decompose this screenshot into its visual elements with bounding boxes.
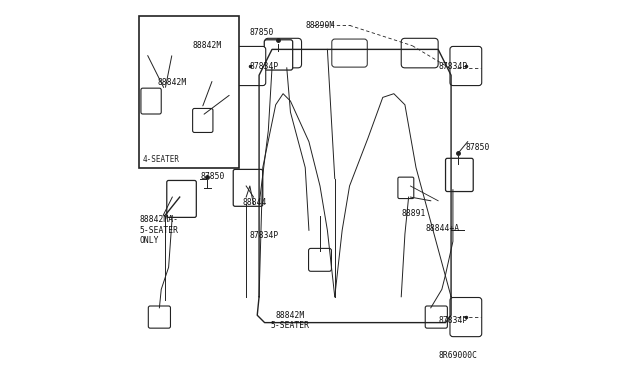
FancyBboxPatch shape (425, 306, 447, 328)
Text: 88844+A: 88844+A (425, 224, 460, 233)
FancyBboxPatch shape (308, 248, 332, 271)
Text: 88842MA-
5-SEATER
ONLY: 88842MA- 5-SEATER ONLY (139, 215, 178, 245)
FancyBboxPatch shape (167, 180, 196, 217)
FancyBboxPatch shape (233, 169, 263, 206)
FancyBboxPatch shape (141, 88, 161, 114)
FancyBboxPatch shape (264, 40, 292, 70)
Bar (139, 16, 239, 167)
FancyBboxPatch shape (450, 46, 482, 86)
Text: 87850: 87850 (250, 28, 274, 37)
Text: 87834P: 87834P (250, 231, 279, 240)
Text: 88842M: 88842M (193, 41, 222, 50)
FancyBboxPatch shape (398, 177, 414, 199)
Text: 87850: 87850 (200, 172, 225, 181)
Text: 88842M
5-SEATER: 88842M 5-SEATER (271, 311, 310, 330)
Text: 88891: 88891 (401, 209, 426, 218)
Text: 87850: 87850 (466, 143, 490, 152)
Text: 8R69000C: 8R69000C (438, 351, 477, 360)
Text: 87834P: 87834P (438, 61, 467, 71)
Text: 88844: 88844 (243, 198, 267, 207)
FancyBboxPatch shape (234, 46, 266, 86)
Text: 87834P: 87834P (250, 61, 279, 71)
FancyBboxPatch shape (450, 298, 482, 337)
Text: 87834P: 87834P (438, 316, 467, 325)
FancyBboxPatch shape (264, 38, 301, 68)
FancyBboxPatch shape (445, 158, 473, 192)
Text: 4-SEATER: 4-SEATER (143, 155, 180, 164)
FancyBboxPatch shape (332, 39, 367, 67)
FancyBboxPatch shape (401, 38, 438, 68)
Text: 88890M: 88890M (306, 21, 335, 30)
FancyBboxPatch shape (193, 109, 213, 132)
Text: 88842M: 88842M (157, 78, 187, 87)
FancyBboxPatch shape (148, 306, 170, 328)
